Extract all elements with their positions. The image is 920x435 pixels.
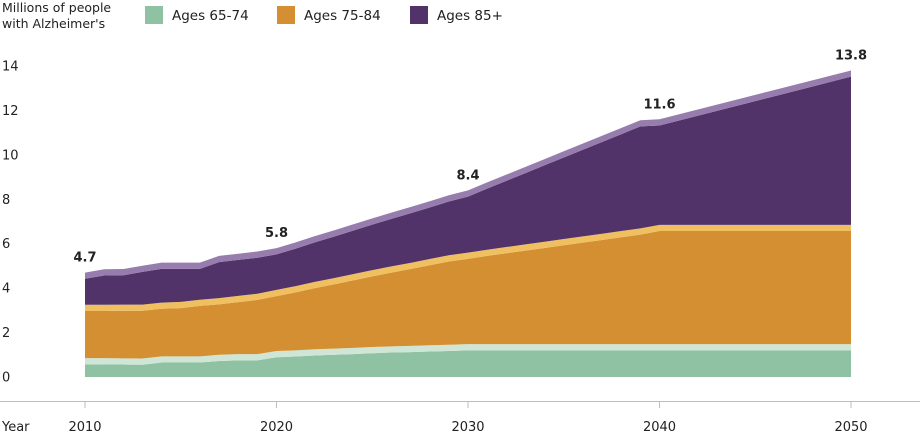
area-layers: [85, 70, 851, 377]
legend-swatch-ages-65-74: [145, 6, 163, 24]
x-tick-label-2010: 2010: [68, 420, 101, 435]
y-tick-label-6: 6: [2, 237, 10, 252]
legend-label-ages-85-plus: Ages 85+: [437, 8, 503, 24]
x-tick-label-2050: 2050: [834, 420, 867, 435]
total-labels: 4.7 5.8 8.4 11.6 13.8: [73, 48, 867, 265]
legend-label-ages-65-74: Ages 65-74: [172, 8, 249, 24]
y-axis-title: Millions of people with Alzheimer's: [2, 0, 111, 31]
legend-swatch-ages-75-84: [277, 6, 295, 24]
y-tick-label-8: 8: [2, 193, 10, 208]
area-band-ages-85-plus: [85, 70, 851, 279]
legend-label-ages-75-84: Ages 75-84: [304, 8, 381, 24]
total-label-2010: 4.7: [73, 251, 96, 266]
x-tick-label-2040: 2040: [643, 420, 676, 435]
legend: Ages 65-74 Ages 75-84 Ages 85+: [145, 6, 503, 24]
area-ages-85-plus: [85, 76, 851, 305]
y-axis-title-line-1: Millions of people: [2, 0, 111, 15]
x-tick-label-2030: 2030: [451, 420, 484, 435]
y-tick-label-0: 0: [2, 371, 10, 386]
legend-swatch-ages-85-plus: [410, 6, 428, 24]
x-axis-title: Year: [1, 420, 30, 435]
y-tick-label-2: 2: [2, 326, 10, 341]
y-tick-label-4: 4: [2, 282, 10, 297]
y-axis-title-line-2: with Alzheimer's: [2, 16, 105, 31]
total-label-2040: 11.6: [643, 97, 675, 112]
x-axis: 2010 2020 2030 2040 2050: [68, 401, 868, 435]
total-label-2030: 8.4: [456, 168, 479, 183]
y-tick-label-12: 12: [2, 104, 19, 119]
y-tick-label-14: 14: [2, 60, 19, 75]
area-ages-75-84: [85, 231, 851, 359]
y-tick-label-10: 10: [2, 148, 19, 163]
y-axis: 0 2 4 6 8 10 12 14: [2, 60, 19, 386]
area-band-ages-65-74: [85, 344, 851, 365]
total-label-2050: 13.8: [835, 48, 867, 63]
total-label-2020: 5.8: [265, 226, 288, 241]
area-ages-65-74: [85, 350, 851, 377]
x-tick-label-2020: 2020: [260, 420, 293, 435]
